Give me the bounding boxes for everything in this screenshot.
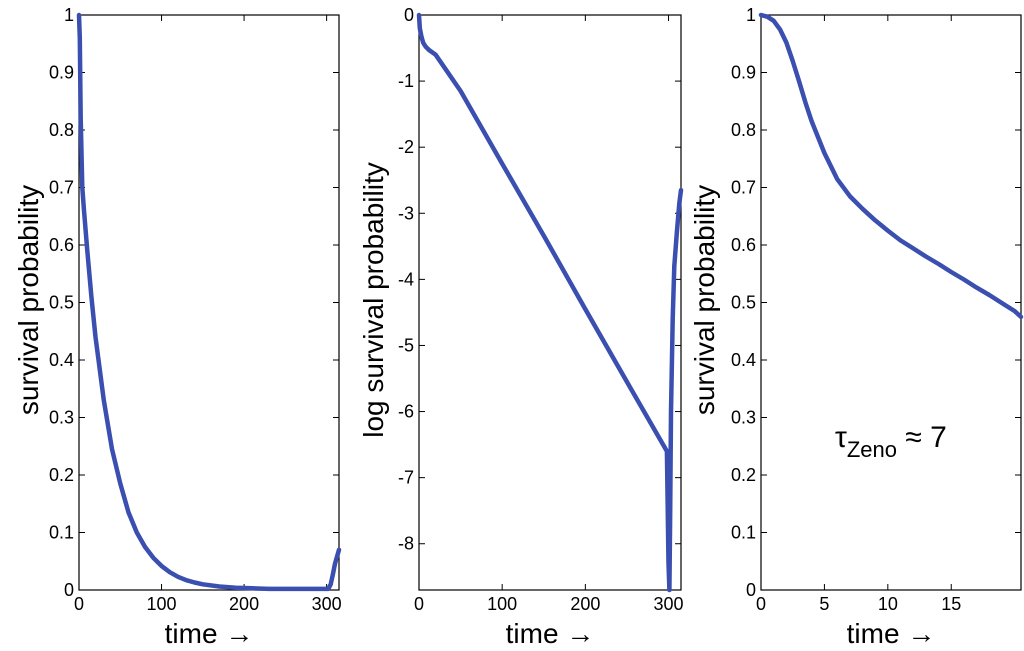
x-tick-label: 100: [487, 594, 517, 614]
x-tick-label: 0: [756, 594, 766, 614]
annotation-relation: ≈ 7: [897, 421, 947, 454]
chart-panel-1: 0 0.1 0.2 0.3 0.4 0.5 0.6 0.7 0.8 0.9 1 0 100 200 300 t…: [13, 5, 342, 649]
y-tick-label: -1: [398, 71, 414, 91]
y-tick-label: -6: [398, 402, 414, 422]
x-tick-label: 100: [147, 594, 177, 614]
y-tick-label: 0.7: [49, 178, 74, 198]
y-axis-label: survival probability: [13, 185, 44, 415]
y-axis-label: survival probability: [689, 185, 720, 415]
x-tick-label: 0: [74, 594, 84, 614]
y-tick-label: 0.8: [49, 120, 74, 140]
x-tick-label: 200: [229, 594, 259, 614]
y-tick-label: -3: [398, 203, 414, 223]
y-tick-label: -7: [398, 468, 414, 488]
annotation-subscript: Zeno: [847, 437, 897, 462]
series-line-1: [758, 12, 1024, 320]
axes-frame: [418, 14, 682, 591]
y-tick-label: 1: [746, 5, 756, 25]
y-tick-label: 0.9: [731, 63, 756, 83]
y-tick-label: 0.9: [49, 63, 74, 83]
axes-frame: [78, 14, 340, 591]
y-tick-label: 0: [746, 580, 756, 600]
y-tick-label: 0.6: [49, 235, 74, 255]
x-tick-label: 200: [570, 594, 600, 614]
y-tick-label: 0.4: [731, 350, 756, 370]
y-tick-label: 0: [404, 5, 414, 25]
y-tick-label: 0.1: [731, 523, 756, 543]
x-tick-label: 10: [878, 594, 898, 614]
y-tick-label: -8: [398, 534, 414, 554]
y-axis-label: log survival probability: [358, 162, 389, 437]
y-tick-label: 0.7: [731, 178, 756, 198]
y-tick-label: 0.2: [731, 465, 756, 485]
y-tick-label: -5: [398, 335, 414, 355]
y-tick-label: 1: [64, 5, 74, 25]
x-tick-label: 300: [312, 594, 342, 614]
y-tick-label: 0.4: [49, 350, 74, 370]
x-axis-label: time →: [506, 618, 595, 649]
y-tick-label: 0.5: [731, 293, 756, 313]
y-tick-label: 0.3: [731, 408, 756, 428]
chart-panel-2: 0 -1 -2 -3 -4 -5 -6 -7 -8 0 100 200 300 time → log sur…: [358, 5, 684, 649]
annotation-symbol: τ: [835, 421, 847, 454]
y-tick-label: -2: [398, 137, 414, 157]
y-tick-label: 0.5: [49, 293, 74, 313]
chart-panel-3: 00.10.20.30.40.50.60.70.80.910 5 10 15time …: [689, 5, 1024, 649]
y-tick-label: -4: [398, 269, 414, 289]
y-tick-label: 0: [64, 580, 74, 600]
series-line-1: [416, 12, 684, 593]
axes-frame: [760, 14, 1022, 591]
y-tick-label: 0.3: [49, 408, 74, 428]
y-tick-label: 0.8: [731, 120, 756, 140]
y-tick-label: 0.6: [731, 235, 756, 255]
series-line-1: [76, 12, 342, 592]
x-tick-label: 15: [941, 594, 961, 614]
y-tick-label: 0.1: [49, 523, 74, 543]
y-tick-label: 0.2: [49, 465, 74, 485]
x-axis-label: time →: [165, 618, 254, 649]
x-axis-label: time →: [847, 618, 936, 649]
x-tick-label: 5: [819, 594, 829, 614]
annotation-tau-zeno: τZeno ≈ 7: [835, 421, 947, 462]
x-tick-label: 0: [414, 594, 424, 614]
x-tick-label: 300: [654, 594, 684, 614]
